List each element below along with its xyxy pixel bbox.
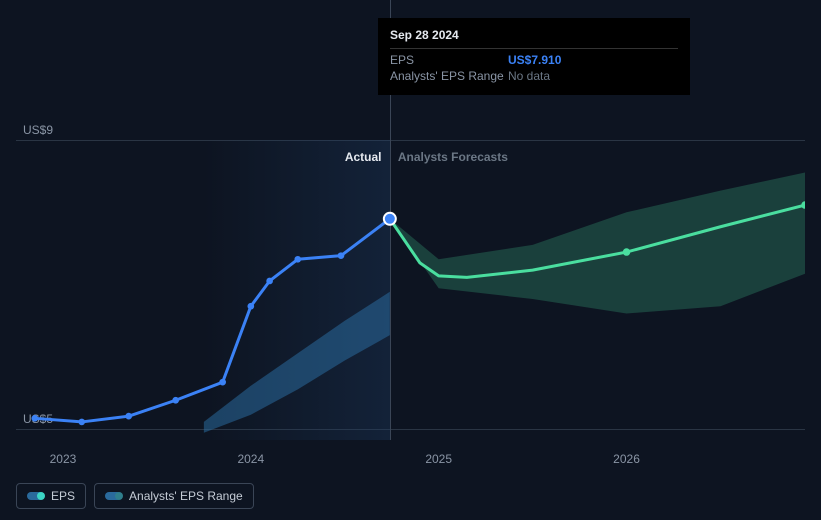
active-period-highlight bbox=[204, 140, 390, 440]
tooltip-value-eps: US$7.910 bbox=[508, 53, 561, 67]
legend-label: EPS bbox=[51, 489, 75, 503]
x-axis-label: 2026 bbox=[613, 452, 640, 466]
gridline-y bbox=[16, 140, 805, 141]
chart-legend: EPS Analysts' EPS Range bbox=[16, 483, 254, 509]
x-axis-label: 2024 bbox=[237, 452, 264, 466]
tooltip-key-eps: EPS bbox=[390, 53, 508, 67]
eps-chart[interactable]: US$5 US$9 2023 2024 2025 2026 Actual Ana… bbox=[16, 0, 805, 470]
y-axis-label: US$5 bbox=[23, 412, 53, 426]
tooltip-date: Sep 28 2024 bbox=[390, 28, 678, 42]
tooltip-key-range: Analysts' EPS Range bbox=[390, 69, 508, 83]
legend-swatch-icon bbox=[105, 492, 121, 500]
legend-item-analysts-range[interactable]: Analysts' EPS Range bbox=[94, 483, 254, 509]
x-axis-label: 2023 bbox=[50, 452, 77, 466]
legend-swatch-icon bbox=[27, 492, 43, 500]
y-axis-label: US$9 bbox=[23, 123, 53, 137]
section-label-forecast: Analysts Forecasts bbox=[398, 150, 508, 164]
x-axis-label: 2025 bbox=[425, 452, 452, 466]
legend-label: Analysts' EPS Range bbox=[129, 489, 243, 503]
section-label-actual: Actual bbox=[345, 150, 382, 164]
gridline-y bbox=[16, 429, 805, 430]
legend-item-eps[interactable]: EPS bbox=[16, 483, 86, 509]
tooltip-value-range: No data bbox=[508, 69, 550, 83]
chart-tooltip: Sep 28 2024 EPS US$7.910 Analysts' EPS R… bbox=[378, 18, 690, 95]
